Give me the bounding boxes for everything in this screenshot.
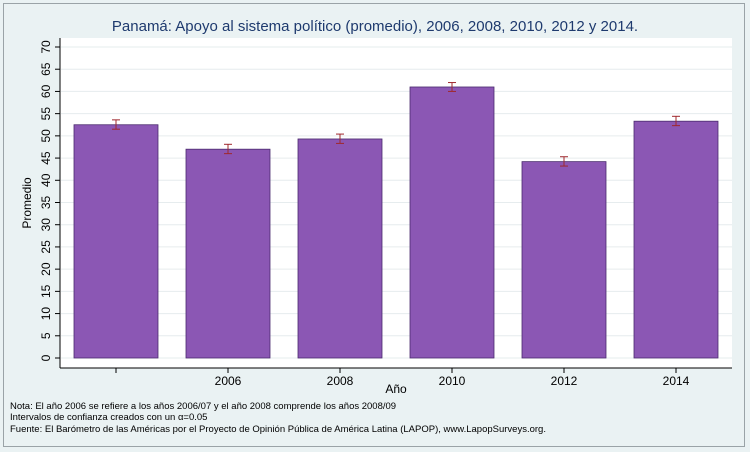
bar xyxy=(297,138,383,359)
bar xyxy=(73,124,159,359)
y-tick-label: 5 xyxy=(39,332,53,339)
y-axis: 0 5 10 15 20 25 30 35 40 45 50 55 60 65 70 xyxy=(39,40,60,361)
bar-chart: Panamá: Apoyo al sistema político (prome… xyxy=(20,18,732,396)
x-tick-label: 2006 xyxy=(215,374,242,388)
x-tick-label: 2010 xyxy=(439,374,466,388)
x-tick-label: 2014 xyxy=(663,374,690,388)
bars xyxy=(73,86,719,359)
y-tick-label: 65 xyxy=(39,62,53,76)
y-tick-label: 60 xyxy=(39,84,53,98)
y-tick-label: 45 xyxy=(39,151,53,165)
bar xyxy=(633,120,719,359)
bar xyxy=(409,86,495,359)
y-tick-label: 50 xyxy=(39,129,53,143)
y-tick-label: 30 xyxy=(39,218,53,232)
y-tick-label: 35 xyxy=(39,196,53,210)
error-bars xyxy=(112,82,680,167)
note-line: Intervalos de confianza creados con un α… xyxy=(10,412,208,424)
x-axis-label: Año xyxy=(385,382,407,396)
y-tick-label: 15 xyxy=(39,284,53,298)
chart-frame xyxy=(3,3,745,447)
note-line: Nota: El año 2006 se refiere a los años … xyxy=(10,401,397,412)
error-bar xyxy=(224,143,232,155)
y-tick-label: 10 xyxy=(39,307,53,321)
bar xyxy=(521,161,607,359)
y-tick-label: 20 xyxy=(39,262,53,276)
note-line: Fuente: El Barómetro de las Américas por… xyxy=(10,423,546,435)
gridlines xyxy=(61,46,732,359)
y-tick-label: 40 xyxy=(39,173,53,187)
error-bar xyxy=(448,82,456,92)
error-bar xyxy=(672,115,680,127)
x-axis-ticks: 2006 2008 2010 2012 2014 xyxy=(115,368,690,388)
y-tick-label: 70 xyxy=(39,40,53,54)
x-tick-label: 2008 xyxy=(327,374,354,388)
y-tick-label: 0 xyxy=(39,354,53,361)
chart-title: Panamá: Apoyo al sistema político (prome… xyxy=(112,18,638,35)
y-tick-label: 25 xyxy=(39,240,53,254)
bar xyxy=(185,148,271,359)
error-bar xyxy=(560,156,568,167)
y-tick-label: 55 xyxy=(39,107,53,121)
chart-notes: Nota: El año 2006 se refiere a los años … xyxy=(10,401,546,435)
error-bar xyxy=(112,119,120,130)
x-tick-label: 2012 xyxy=(551,374,578,388)
y-axis-label: Promedio xyxy=(20,177,34,229)
error-bar xyxy=(336,133,344,144)
